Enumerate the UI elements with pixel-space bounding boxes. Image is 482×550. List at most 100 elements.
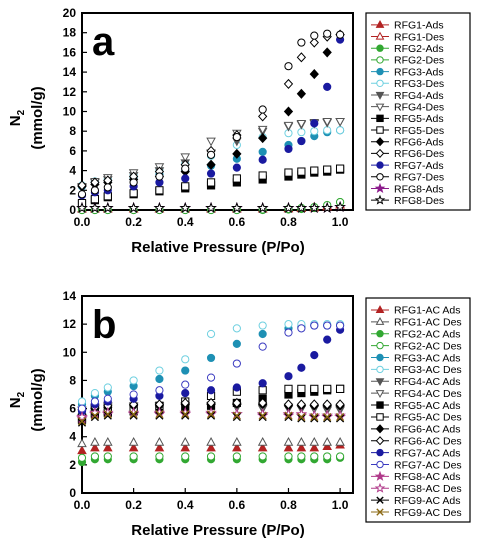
- data-point: [323, 384, 332, 393]
- series-rfg8-des: [76, 200, 346, 213]
- data-point: [336, 414, 345, 423]
- data-point: [129, 452, 138, 461]
- panel-b-x-tick-label: 0.0: [74, 498, 91, 512]
- legend-marker: [374, 194, 386, 205]
- data-point: [258, 105, 267, 114]
- series-rfg6-ads: [77, 29, 345, 192]
- legend-marker: [376, 496, 384, 504]
- legend-marker: [376, 330, 384, 338]
- data-point: [129, 189, 138, 198]
- legend-label: RFG3-Des: [394, 78, 444, 90]
- data-point: [282, 201, 295, 213]
- data-point: [323, 452, 332, 461]
- data-point: [181, 174, 190, 183]
- panel-b-legend-box: [365, 297, 471, 523]
- data-point: [297, 128, 306, 137]
- data-point: [322, 441, 332, 450]
- data-point: [322, 117, 332, 127]
- data-point: [310, 384, 319, 393]
- data-point: [257, 442, 268, 452]
- data-point: [310, 119, 319, 128]
- panel-a-x-tick-label: 0.0: [74, 215, 91, 229]
- data-point: [295, 201, 308, 213]
- data-point: [284, 412, 293, 422]
- data-point: [206, 178, 216, 187]
- legend-marker: [376, 173, 384, 181]
- data-point: [128, 436, 139, 446]
- data-point: [283, 106, 294, 117]
- data-point: [90, 195, 100, 204]
- data-point: [77, 453, 87, 462]
- data-point: [155, 186, 164, 195]
- panel-b-plot-frame: [81, 295, 354, 494]
- data-point: [206, 159, 216, 170]
- data-point: [90, 442, 100, 452]
- series-rfg7-des: [77, 29, 345, 199]
- data-point: [154, 442, 165, 452]
- data-point: [334, 200, 346, 212]
- data-point: [258, 342, 267, 351]
- panel-b-letter: b: [92, 303, 116, 347]
- data-point: [77, 438, 87, 448]
- data-point: [181, 410, 190, 419]
- data-point: [206, 353, 216, 363]
- data-point: [296, 88, 307, 99]
- data-point: [296, 436, 307, 446]
- legend-label: RFG8-Ads: [394, 183, 444, 195]
- data-point: [297, 38, 306, 47]
- legend-marker: [376, 401, 384, 409]
- legend-label: RFG1-AC Ads: [394, 305, 461, 317]
- panel-a-y-label-sub: 2: [16, 109, 27, 115]
- legend-marker: [376, 413, 384, 421]
- panel-a-y-label-unit: (mmol/g): [29, 86, 46, 149]
- series-rfg9-ac-des: [77, 410, 345, 426]
- data-point: [310, 31, 319, 40]
- legend-label: RFG4-Des: [394, 101, 444, 113]
- legend-marker: [376, 508, 384, 516]
- data-point: [77, 397, 87, 406]
- legend-marker: [375, 19, 385, 28]
- legend-marker: [376, 161, 384, 169]
- data-point: [232, 174, 241, 183]
- panel-a-y-axis-label: N2 (mmol/g): [7, 86, 46, 149]
- legend-marker: [375, 305, 385, 314]
- data-point: [232, 163, 241, 172]
- data-point: [181, 411, 190, 420]
- data-point: [323, 335, 332, 344]
- panel-b-x-tick-label: 0.6: [229, 498, 246, 512]
- data-point: [258, 133, 268, 144]
- data-point: [90, 436, 100, 446]
- legend-marker: [375, 91, 385, 100]
- data-point: [335, 117, 345, 127]
- legend-label: RFG5-AC Des: [394, 412, 462, 424]
- data-point: [103, 411, 112, 420]
- data-point: [206, 410, 216, 419]
- data-point: [181, 452, 190, 461]
- data-point: [181, 366, 190, 375]
- data-point: [128, 442, 139, 452]
- panel-a: a Relative Pressure (P/Po) N2 (mmol/g) 0…: [7, 6, 471, 256]
- data-point: [232, 397, 242, 409]
- legend-label: RFG4-AC Des: [394, 388, 462, 400]
- data-point: [90, 452, 100, 461]
- legend-marker: [375, 148, 385, 158]
- data-point: [323, 165, 332, 174]
- legend-label: RFG7-AC Ads: [394, 447, 461, 459]
- legend-marker: [375, 424, 385, 434]
- data-point: [154, 436, 165, 446]
- legend-marker: [376, 460, 384, 469]
- data-point: [297, 324, 306, 333]
- panel-a-letter: a: [92, 20, 115, 64]
- panel-a-y-label-n: N: [7, 115, 24, 126]
- data-point: [284, 62, 293, 71]
- panel-b-y-tick-label: 8: [69, 373, 76, 387]
- data-point: [232, 452, 241, 461]
- data-point: [283, 121, 294, 131]
- data-point: [257, 436, 268, 446]
- data-point: [77, 190, 87, 199]
- panel-b-y-tick-label: 10: [63, 345, 77, 359]
- data-point: [297, 384, 306, 393]
- data-point: [258, 386, 267, 395]
- data-point: [297, 452, 306, 461]
